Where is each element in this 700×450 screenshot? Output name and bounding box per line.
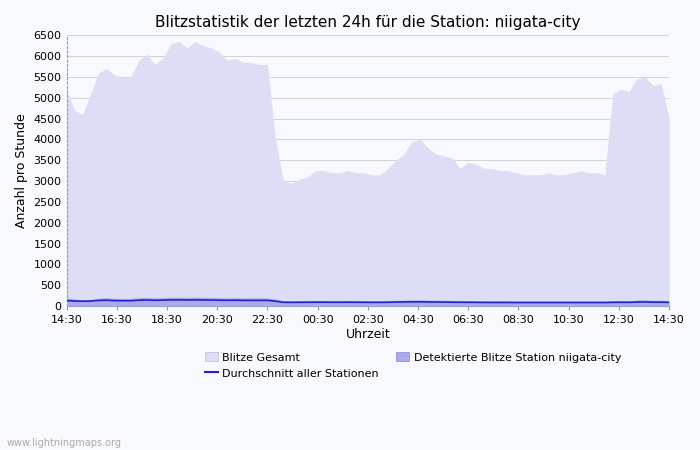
Title: Blitzstatistik der letzten 24h für die Station: niigata-city: Blitzstatistik der letzten 24h für die S… xyxy=(155,15,580,30)
Legend: Blitze Gesamt, Durchschnitt aller Stationen, Detektierte Blitze Station niigata-: Blitze Gesamt, Durchschnitt aller Statio… xyxy=(204,352,621,378)
Text: www.lightningmaps.org: www.lightningmaps.org xyxy=(7,438,122,448)
Y-axis label: Anzahl pro Stunde: Anzahl pro Stunde xyxy=(15,113,28,228)
X-axis label: Uhrzeit: Uhrzeit xyxy=(346,328,390,341)
